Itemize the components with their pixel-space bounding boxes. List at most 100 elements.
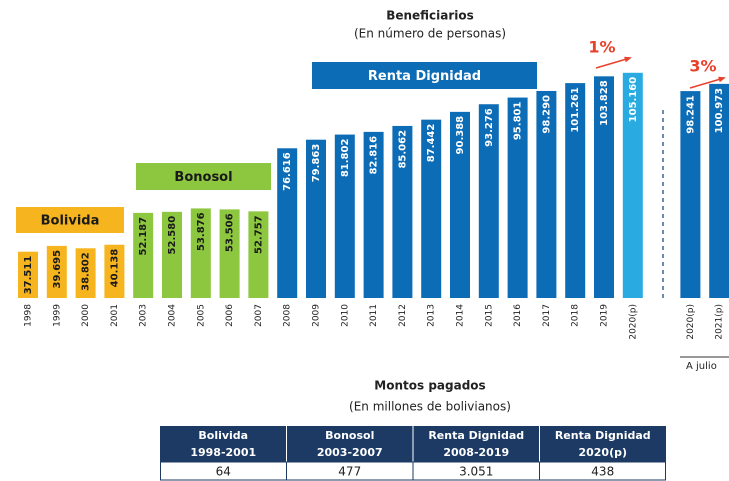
bar [622, 72, 643, 299]
value-label: 79.863 [311, 144, 322, 183]
value-label: 85.062 [397, 130, 408, 169]
value-label: 90.388 [455, 116, 466, 155]
x-tick-label: 2008 [283, 304, 293, 327]
bar [190, 208, 211, 298]
bar [536, 90, 557, 298]
header-text: Renta Dignidad [555, 429, 651, 442]
group-label: Bonosol [174, 170, 232, 185]
group-banner [16, 207, 124, 233]
bar [306, 139, 326, 298]
chart-subtitle: (En número de personas) [354, 27, 506, 41]
x-tick-label: 2011 [369, 304, 379, 327]
header-text: Bolivida [198, 429, 248, 442]
x-tick-label: 2020(p) [628, 304, 638, 340]
x-tick-label: 2017 [542, 304, 552, 327]
x-tick-label: 2000 [81, 304, 91, 327]
x-tick-label: 2015 [484, 304, 494, 327]
value-label: 38.802 [81, 252, 92, 291]
value-label: 82.816 [369, 136, 380, 175]
header-text: Renta Dignidad [428, 429, 524, 442]
table-cell: 3.051 [459, 465, 493, 479]
value-label: 52.757 [253, 215, 264, 254]
value-label: 52.187 [138, 217, 149, 256]
arrow-head [718, 76, 726, 83]
x-tick-label: 2009 [312, 304, 322, 327]
x-tick-label: 2005 [196, 304, 206, 327]
bar [75, 248, 96, 298]
value-label: 87.442 [426, 124, 437, 163]
bar [450, 111, 470, 298]
value-label: 52.580 [167, 216, 178, 255]
x-tick-label: 2006 [225, 304, 235, 327]
annotation-arrow [689, 77, 725, 89]
annotation: 3% [689, 57, 716, 76]
bar [363, 131, 384, 298]
bar [133, 212, 154, 298]
x-tick-label: 2019 [600, 304, 610, 327]
value-label: 93.276 [484, 108, 495, 147]
header-text: Bonosol [325, 429, 374, 442]
value-label: 81.802 [340, 139, 351, 178]
bar [680, 91, 701, 298]
x-tick-label: 2020(p) [686, 304, 696, 340]
bar [104, 244, 125, 298]
value-label: 98.290 [541, 95, 552, 134]
table-subtitle: (En millones de bolivianos) [349, 400, 511, 414]
x-tick-label: 1998 [24, 304, 34, 327]
bar [478, 104, 499, 299]
bar [18, 251, 38, 298]
value-label: 53.876 [196, 212, 207, 251]
bar [219, 209, 240, 298]
header-text: 1998-2001 [190, 446, 256, 459]
bar [392, 125, 413, 298]
bar [162, 211, 182, 298]
x-tick-label: 1999 [52, 304, 62, 327]
value-label: 98.241 [685, 95, 696, 134]
header-text: 2008-2019 [443, 446, 509, 459]
bar [46, 245, 67, 298]
x-tick-label: 2014 [456, 304, 466, 327]
arrow-head [624, 56, 632, 63]
x-tick-label: 2021(p) [715, 304, 725, 340]
annotation: 1% [588, 38, 615, 57]
value-label: 101.261 [570, 87, 581, 133]
group-label: Renta Dignidad [368, 69, 481, 84]
table-cell: 438 [591, 465, 614, 479]
value-label: 39.695 [52, 250, 63, 289]
x-tick-label: 2001 [110, 304, 120, 327]
value-label: 40.138 [109, 249, 120, 288]
bar [709, 83, 729, 298]
table-cell: 64 [216, 465, 231, 479]
value-label: 105.160 [628, 77, 639, 123]
x-tick-label: 2012 [398, 304, 408, 327]
bar [248, 211, 269, 298]
value-label: 95.801 [513, 102, 524, 141]
table-cell: 477 [338, 465, 361, 479]
x-tick-label: 2003 [139, 304, 149, 327]
bar [334, 134, 355, 298]
x-tick-label: 2010 [340, 304, 350, 327]
x-tick-label: 2007 [254, 304, 264, 327]
value-label: 53.506 [225, 213, 236, 252]
x-tick-label: 2013 [427, 304, 437, 327]
group-label: Bolivida [41, 214, 100, 229]
group-banner [312, 62, 537, 89]
header-text: 2020(p) [578, 446, 627, 459]
header-text: 2003-2007 [317, 446, 383, 459]
bar [594, 76, 614, 299]
footnote: A julio [686, 361, 717, 372]
value-label: 76.616 [282, 152, 293, 191]
table-title: Montos pagados [374, 379, 485, 393]
value-label: 100.973 [714, 88, 725, 134]
x-tick-label: 2018 [571, 304, 581, 327]
group-banner [136, 163, 271, 190]
bar [507, 97, 528, 299]
chart-title: Beneficiarios [386, 9, 474, 23]
value-label: 37.511 [23, 256, 34, 295]
annotation-arrow [595, 57, 631, 69]
x-tick-label: 2004 [168, 304, 178, 327]
x-tick-label: 2016 [513, 304, 523, 327]
bar [565, 83, 586, 298]
bar [277, 148, 298, 298]
